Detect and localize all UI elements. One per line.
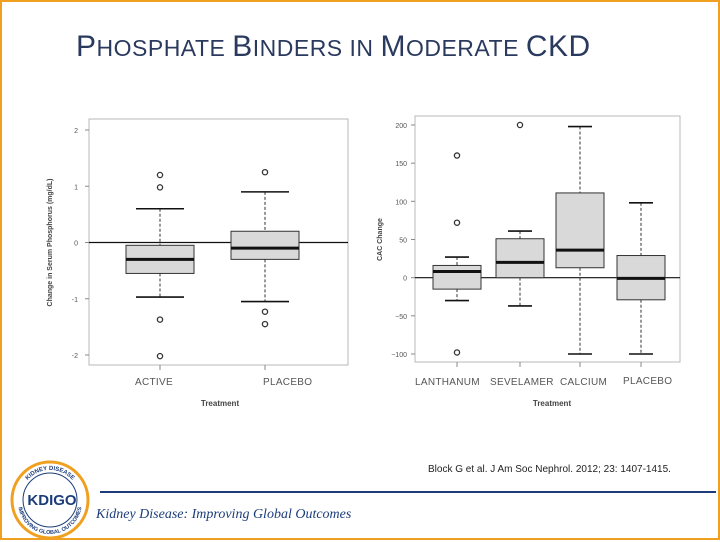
x-axis-label: Treatment (201, 399, 240, 408)
plot-frame (414, 115, 681, 363)
box (495, 238, 545, 279)
y-tick-label: −50 (395, 314, 407, 321)
title-part: M (380, 30, 406, 63)
category-label: CALCIUM (560, 377, 608, 388)
logo-text: KDIGO (27, 492, 77, 509)
y-tick-label: 50 (399, 238, 407, 245)
category-label: ACTIVE (135, 377, 173, 388)
y-tick-label: -2 (72, 353, 78, 360)
title-part: CKD (525, 30, 591, 63)
outlier-point (516, 121, 524, 129)
y-tick-label: 150 (395, 161, 407, 168)
organization-name: Kidney Disease: Improving Global Outcome… (96, 507, 352, 522)
box (230, 230, 300, 260)
outlier-point (261, 320, 269, 328)
citation: Block G et al. J Am Soc Nephrol. 2012; 2… (428, 464, 671, 475)
category-label: PLACEBO (263, 377, 313, 388)
box (555, 192, 605, 269)
outlier-point (261, 168, 269, 176)
y-tick-label: 100 (395, 199, 407, 206)
x-axis-label: Treatment (533, 399, 572, 408)
title-part: P (76, 30, 97, 63)
y-tick-label: 200 (395, 123, 407, 130)
y-axis-label: CAC Change (377, 218, 384, 261)
kdigo-logo: KIDNEY DISEASE IMPROVING GLOBAL OUTCOMES… (10, 460, 90, 540)
category-label: LANTHANUM (415, 377, 480, 388)
slide-title: PHOSPHATE BINDERS IN MODERATE CKD (76, 30, 696, 64)
y-tick-label: 0 (74, 241, 78, 248)
y-axis-label: Change in Serum Phosphorus (mg/dL) (47, 179, 54, 307)
title-part: HOSPHATE (96, 35, 233, 61)
y-tick-label: 2 (74, 128, 78, 135)
category-label: PLACEBO (623, 376, 673, 387)
title-part: ODERATE (405, 35, 526, 61)
y-tick-label: -1 (72, 297, 78, 304)
y-tick-label: 1 (74, 184, 78, 191)
footer-rule (100, 491, 716, 493)
box (432, 264, 482, 290)
outlier-point (453, 349, 461, 356)
outlier-point (156, 171, 164, 179)
title-part: INDERS (252, 35, 350, 61)
outlier-point (156, 316, 164, 323)
y-tick-label: 0 (403, 276, 407, 283)
outlier-point (156, 352, 164, 360)
outlier-point (261, 308, 269, 315)
title-part: B (232, 30, 253, 63)
outlier-point (156, 184, 164, 191)
title-part: IN (349, 35, 381, 61)
category-label: SEVELAMER (490, 377, 554, 388)
outlier-point (453, 219, 461, 226)
y-tick-label: −100 (391, 352, 407, 359)
outlier-point (453, 152, 461, 159)
